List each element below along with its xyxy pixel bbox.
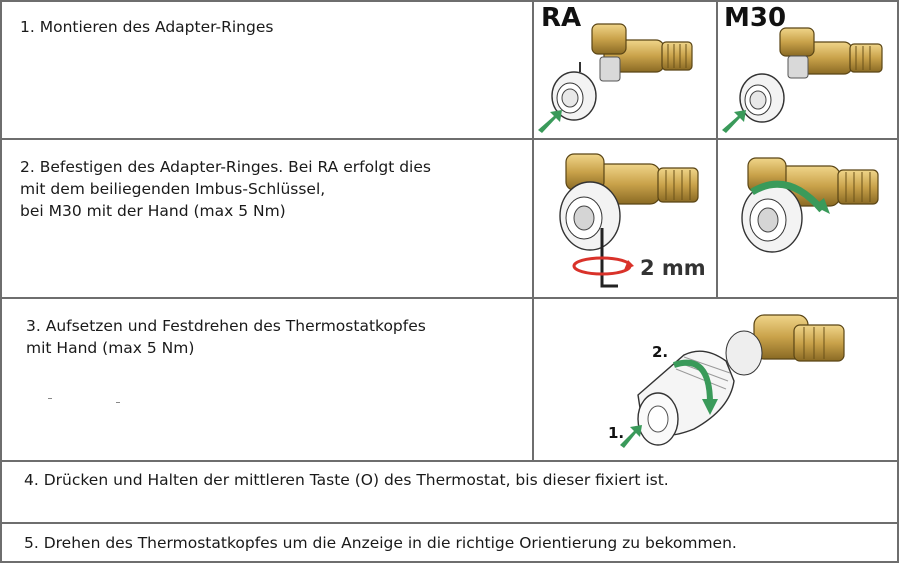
step-2-line-2: mit dem beiliegenden Imbus-Schlüssel,	[20, 180, 326, 198]
m30-label: M30	[724, 3, 787, 33]
grid-line	[897, 0, 899, 563]
m30-valve-adapter-illustration	[722, 27, 883, 133]
stray-mark	[48, 398, 52, 399]
grid-line	[0, 297, 899, 299]
2mm-label: 2 mm	[640, 256, 706, 280]
grid-line	[532, 297, 534, 461]
grid-line	[0, 522, 899, 524]
step-1-marker: 1.	[608, 424, 625, 442]
step-3-line-2: mit Hand (max 5 Nm)	[26, 339, 195, 357]
step-1-text: 1. Montieren des Adapter-Ringes	[20, 18, 274, 36]
grid-line	[0, 0, 899, 2]
stray-mark	[116, 402, 120, 403]
grid-line	[0, 0, 2, 563]
thermostat-head-mounting-illustration	[620, 314, 845, 448]
step-2-line-1: 2. Befestigen des Adapter-Ringes. Bei RA…	[20, 158, 431, 176]
m30-hand-fastening-illustration	[741, 157, 879, 253]
step-4-text: 4. Drücken und Halten der mittleren Tast…	[24, 471, 669, 489]
step-3-line-1: 3. Aufsetzen und Festdrehen des Thermost…	[26, 317, 426, 335]
step-5-text: 5. Drehen des Thermostatkopfes um die An…	[24, 534, 737, 552]
grid-line	[0, 138, 899, 140]
grid-line	[0, 561, 899, 563]
ra-valve-adapter-illustration	[538, 23, 693, 133]
ra-label: RA	[541, 3, 582, 33]
ra-hex-key-fastening-illustration	[559, 153, 699, 288]
step-2-line-3: bei M30 mit der Hand (max 5 Nm)	[20, 202, 286, 220]
grid-line	[0, 460, 899, 462]
grid-line	[716, 0, 718, 297]
step-2-marker: 2.	[652, 343, 669, 361]
grid-line	[532, 0, 534, 297]
